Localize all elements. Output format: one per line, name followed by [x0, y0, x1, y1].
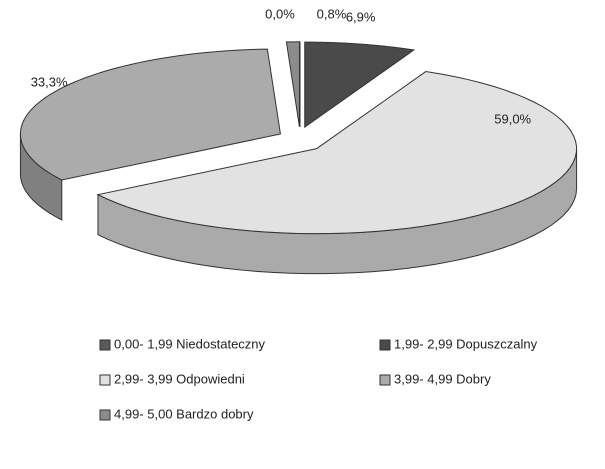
- legend-swatch: [99, 409, 111, 421]
- data-label: 59,0%: [494, 111, 531, 126]
- legend-label: 2,99- 3,99 Odpowiedni: [114, 371, 245, 386]
- legend-label: 3,99- 4,99 Dobry: [394, 371, 491, 386]
- legend-label: 0,00- 1,99 Niedostateczny: [114, 336, 266, 351]
- data-label: 0,8%: [317, 6, 347, 21]
- legend-swatch: [99, 339, 111, 351]
- legend-label: 4,99- 5,00 Bardzo dobry: [114, 406, 254, 421]
- legend-label: 1,99- 2,99 Dopuszczalny: [394, 336, 538, 351]
- slice: [285, 41, 300, 127]
- slice: [96, 71, 578, 235]
- slice: [304, 41, 416, 129]
- legend-swatch: [379, 374, 391, 386]
- data-label: 33,3%: [31, 74, 68, 89]
- legend-swatch: [379, 339, 391, 351]
- data-label: 6,9%: [346, 9, 376, 24]
- legend-swatch: [99, 374, 111, 386]
- data-label: 0,0%: [265, 6, 295, 21]
- slice: [19, 48, 281, 181]
